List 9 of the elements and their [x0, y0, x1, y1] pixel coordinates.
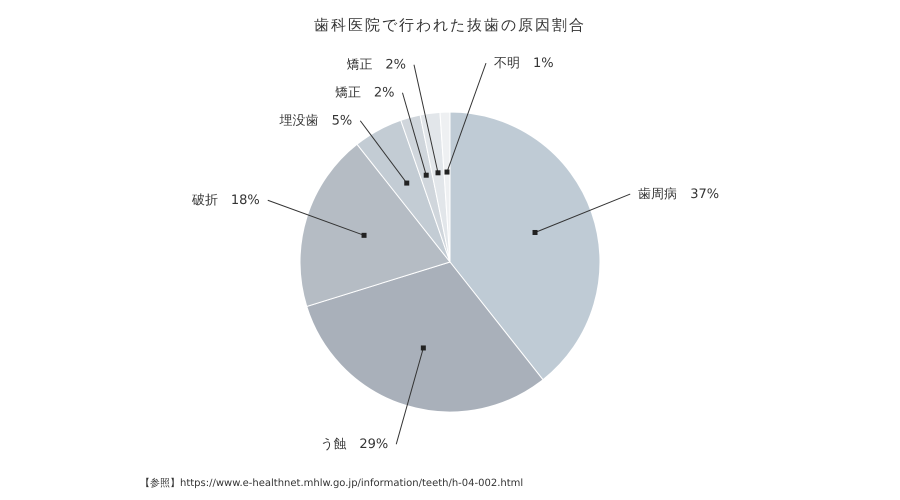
slice-label: 矯正 2%: [334, 86, 394, 101]
slice-label: 歯周病 37%: [638, 187, 720, 202]
chart-title: 歯科医院で行われた抜歯の原因割合: [314, 16, 586, 34]
slice-label: 破折 18%: [190, 193, 260, 208]
slice-label: 不明 1%: [494, 56, 554, 72]
slice-label: う蝕 29%: [320, 437, 388, 452]
text: 【参照】https://www.e-healthnet.mhlw.go.jp/information/teeth/h-04-002.html: [140, 477, 524, 489]
slice-label: 埋没歯 5%: [278, 114, 352, 129]
slice-label: 矯正 2%: [346, 58, 406, 73]
